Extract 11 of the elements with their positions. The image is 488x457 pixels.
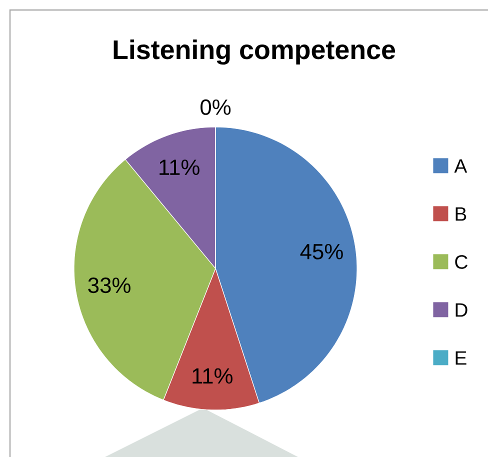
legend-label: B — [456, 207, 466, 221]
legend-label: C — [455, 255, 468, 269]
data-label: 33% — [88, 278, 130, 294]
data-label: 11% — [160, 160, 200, 175]
legend-label: E — [456, 351, 466, 365]
data-label: 11% — [192, 368, 232, 384]
text: 0% — [200, 99, 231, 115]
legend-label: A — [454, 159, 468, 173]
data-label: 45% — [300, 244, 343, 260]
legend-label: D — [456, 303, 468, 317]
chart-title: Listening competence — [114, 39, 396, 65]
